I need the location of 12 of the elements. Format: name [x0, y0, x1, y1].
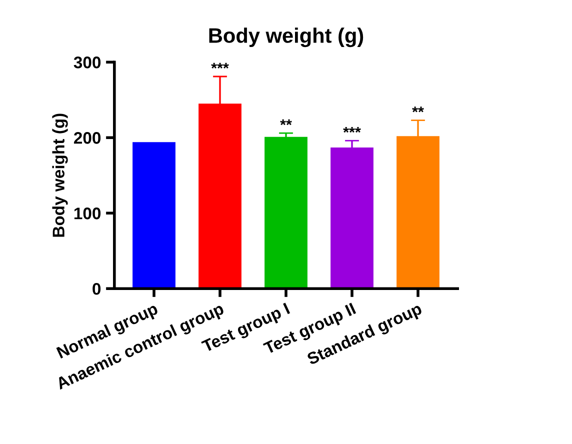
annotation: **: [412, 106, 424, 112]
y-axis-title: Body weight (g): [52, 114, 68, 237]
y-tick-label: 100: [74, 208, 101, 220]
chart-title: Body weight (g): [209, 28, 364, 48]
annotation: ***: [211, 62, 229, 69]
bar: [264, 136, 308, 289]
annotation: ***: [343, 126, 361, 133]
y-tick-label: 0: [92, 283, 101, 295]
bar: [132, 142, 176, 289]
annotation: **: [280, 119, 292, 126]
y-tick-label: 300: [74, 56, 101, 68]
y-tick-label: 200: [74, 132, 101, 144]
